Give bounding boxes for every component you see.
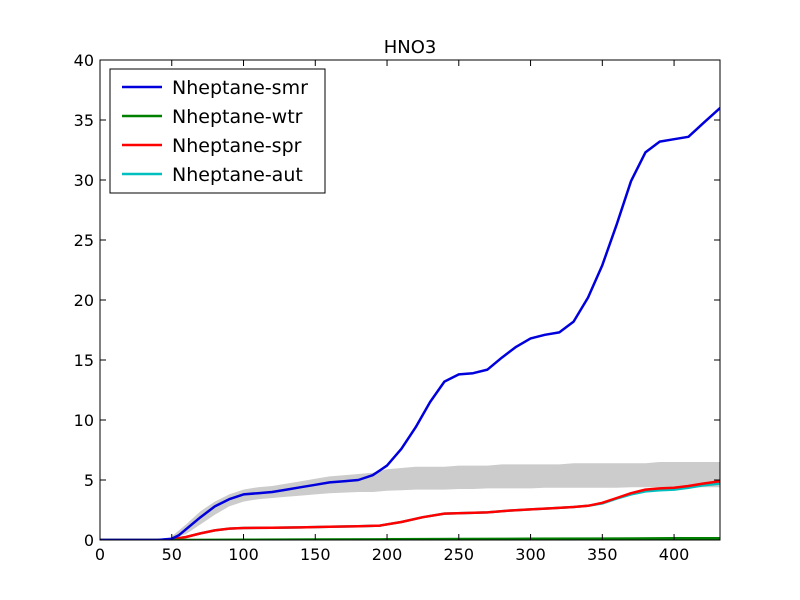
x-tick-label: 100 (228, 545, 259, 564)
x-tick-label: 50 (162, 545, 182, 564)
y-tick-label: 25 (74, 231, 94, 250)
y-tick-label: 40 (74, 51, 94, 70)
axis-ticks: 0 50 100 150 200 250 300 350 400 0 5 10 15 20 25 30 35 40 (74, 51, 720, 564)
x-tick-label: 250 (444, 545, 475, 564)
plot-area (100, 106, 720, 540)
legend-entry: Nheptane-spr (172, 135, 302, 157)
series-line-nheptane-aut (100, 482, 720, 540)
chart-title: HNO3 (384, 37, 437, 58)
y-tick-label: 35 (74, 111, 94, 130)
x-tick-label: 350 (587, 545, 618, 564)
y-tick-label: 0 (84, 531, 94, 550)
legend-box (109, 68, 326, 194)
legend-entry: Nheptane-aut (172, 164, 303, 186)
x-tick-label: 300 (515, 545, 546, 564)
legend: Nheptane-smr Nheptane-wtr Nheptane-spr Nhep… (109, 68, 326, 194)
y-tick-label: 15 (74, 351, 94, 370)
x-tick-label: 150 (300, 545, 331, 564)
legend-entry: Nheptane-wtr (172, 106, 303, 128)
y-tick-label: 5 (84, 471, 94, 490)
x-tick-label: 200 (372, 545, 403, 564)
y-tick-label: 30 (74, 171, 94, 190)
series-line-nheptane-spr (100, 479, 720, 540)
series-line-nheptane-smr (100, 106, 720, 540)
y-tick-label: 10 (74, 411, 94, 430)
uncertainty-band (171, 462, 720, 539)
plot-content (100, 106, 720, 540)
x-tick-label: 400 (659, 545, 690, 564)
legend-entry: Nheptane-smr (172, 77, 308, 99)
y-tick-label: 20 (74, 291, 94, 310)
x-tick-label: 0 (95, 545, 105, 564)
